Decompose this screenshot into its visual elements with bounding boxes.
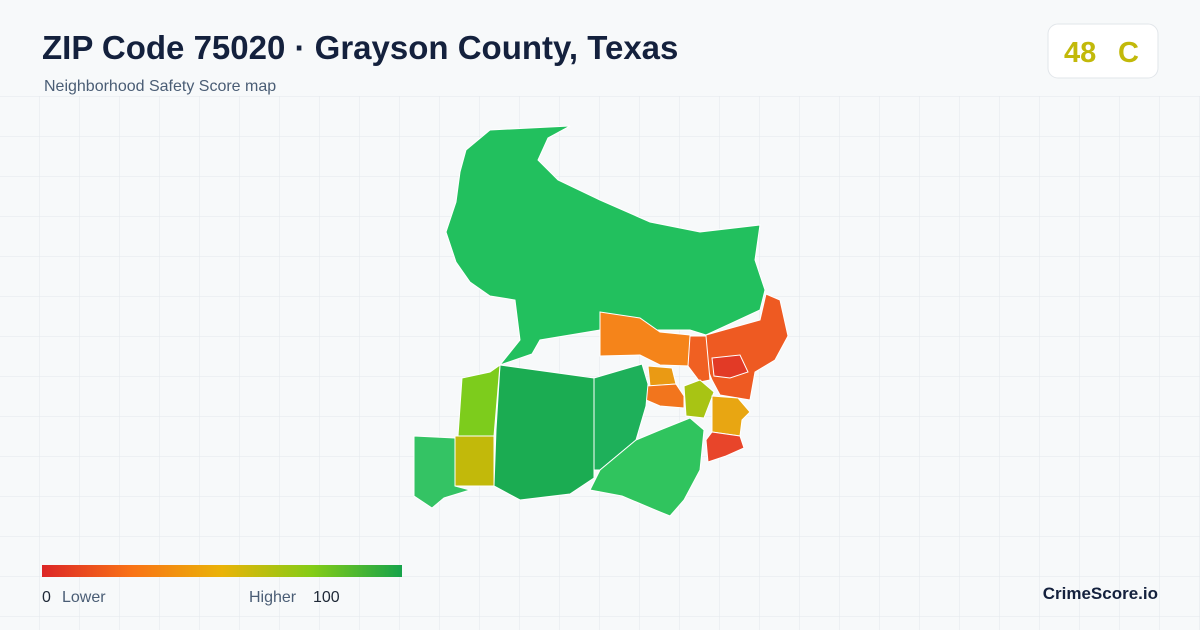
subtitle: Neighborhood Safety Score map <box>44 78 276 95</box>
brand: CrimeScore.io <box>1043 584 1158 603</box>
region <box>493 364 595 501</box>
region <box>454 435 495 487</box>
region <box>705 431 745 463</box>
region <box>711 354 749 379</box>
region <box>647 365 677 387</box>
score-grade: C <box>1118 37 1139 69</box>
grid <box>0 96 1200 630</box>
region <box>589 417 705 517</box>
legend-max-label: Higher <box>249 589 297 606</box>
legend-min-label: Lower <box>62 589 106 606</box>
legend-bar <box>42 565 402 577</box>
region <box>457 363 501 437</box>
title: ZIP Code 75020 · Grayson County, Texas <box>42 29 678 66</box>
score-value: 48 <box>1064 37 1096 69</box>
region <box>593 363 649 471</box>
region <box>683 379 715 419</box>
score-badge <box>1047 23 1159 79</box>
region <box>687 335 711 383</box>
legend-min: 0 <box>42 589 51 606</box>
map <box>413 125 789 517</box>
region <box>413 435 472 509</box>
legend-max: 100 <box>313 589 340 606</box>
